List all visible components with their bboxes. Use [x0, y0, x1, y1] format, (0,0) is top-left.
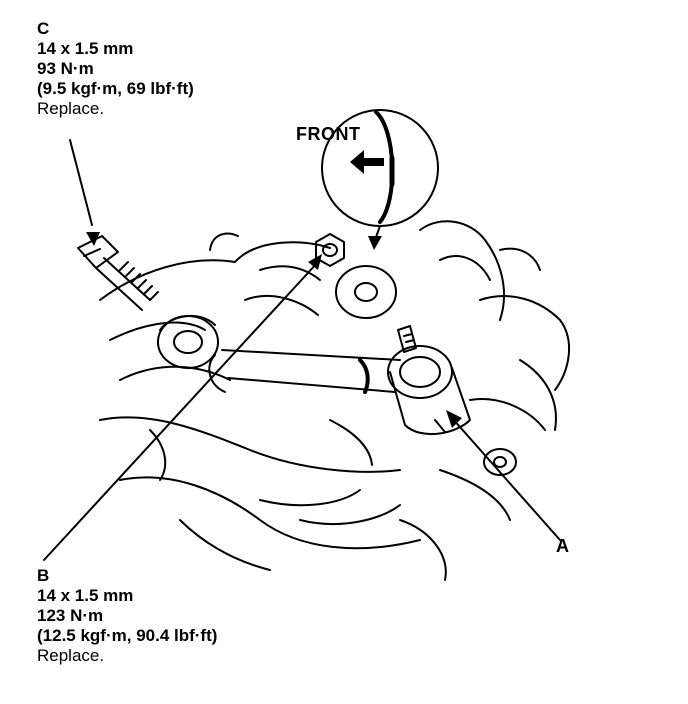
label-b-size: 14 x 1.5 mm	[37, 586, 134, 605]
label-block-c: C 14 x 1.5 mm 93 N·m (9.5 kgf·m, 69 lbf·…	[37, 19, 194, 119]
label-block-b: B 14 x 1.5 mm 123 N·m (12.5 kgf·m, 90.4 …	[37, 566, 217, 666]
front-arrow-icon	[350, 150, 384, 174]
arrowhead-b	[308, 254, 322, 270]
front-indicator	[321, 109, 439, 241]
callout-a: A	[556, 536, 569, 556]
label-b-torque: 123 N·m	[37, 606, 104, 625]
label-c-size: 14 x 1.5 mm	[37, 39, 134, 58]
leader-line-a	[451, 417, 561, 541]
bushing-c	[157, 314, 219, 369]
label-c-torque: 93 N·m	[37, 59, 94, 78]
stud-a	[397, 325, 417, 353]
mount-bolt	[483, 448, 517, 476]
front-label: FRONT	[296, 124, 361, 144]
nut-b	[315, 233, 345, 267]
arrowhead-a	[446, 410, 462, 428]
label-c-note: Replace.	[37, 99, 105, 118]
leader-line-b	[43, 261, 319, 561]
label-c-torque-alt: (9.5 kgf·m, 69 lbf·ft)	[37, 79, 194, 98]
arrowhead-c	[86, 232, 100, 246]
washer	[335, 265, 397, 319]
label-c-letter: C	[37, 19, 50, 38]
label-b-torque-alt: (12.5 kgf·m, 90.4 lbf·ft)	[37, 626, 218, 645]
label-b-note: Replace.	[37, 646, 105, 665]
arrowhead-front-pointer	[368, 236, 382, 250]
control-arm-a	[208, 349, 401, 394]
label-b-letter: B	[37, 566, 50, 585]
bushing-a	[387, 345, 471, 436]
leader-line-c	[69, 139, 93, 226]
chassis-outline	[99, 220, 571, 581]
